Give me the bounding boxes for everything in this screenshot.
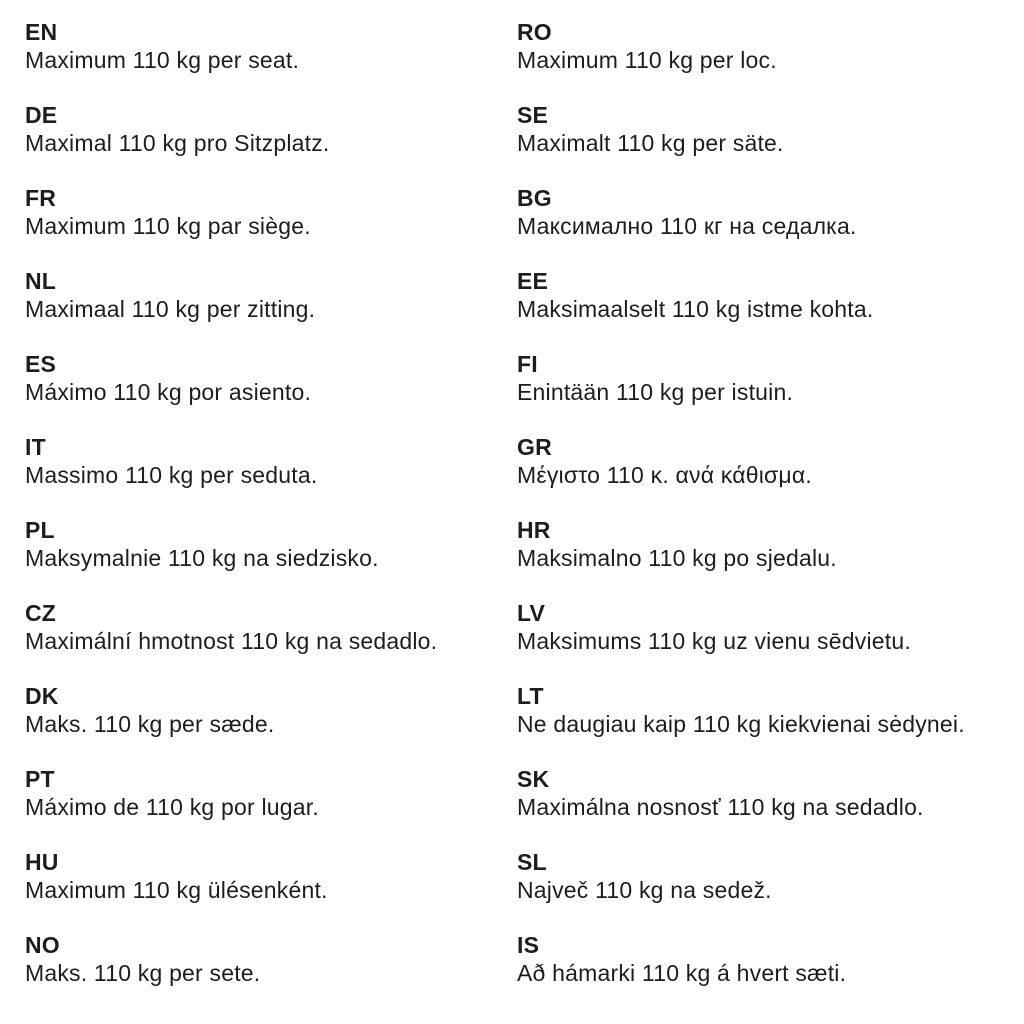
language-code: PT — [25, 766, 55, 792]
language-code: CZ — [25, 600, 57, 626]
language-code: IS — [517, 932, 540, 958]
translation-text: Μέγιστο 110 κ. ανά κάθισμα. — [517, 462, 812, 488]
translation-text: Máximo 110 kg por asiento. — [25, 379, 312, 405]
language-entry-is: IS Að hámarki 110 kg á hvert sæti. — [517, 931, 997, 987]
translation-text: Maksimums 110 kg uz vienu sēdvietu. — [517, 628, 911, 654]
translation-text: Maksymalnie 110 kg na siedzisko. — [25, 545, 379, 571]
language-code: DE — [25, 102, 58, 128]
language-entry-cz: CZ Maximální hmotnost 110 kg na sedadlo. — [25, 599, 505, 655]
language-code: BG — [517, 185, 552, 211]
language-entry-ro: RO Maximum 110 kg per loc. — [517, 18, 997, 74]
language-code: EE — [517, 268, 549, 294]
language-code: NO — [25, 932, 60, 958]
language-entry-sl: SL Največ 110 kg na sedež. — [517, 848, 997, 904]
translation-text: Максимално 110 кг на седалка. — [517, 213, 857, 239]
language-code: FI — [517, 351, 538, 377]
language-entry-no: NO Maks. 110 kg per sete. — [25, 931, 505, 987]
translation-text: Maks. 110 kg per sæde. — [25, 711, 275, 737]
translation-text: Enintään 110 kg per istuin. — [517, 379, 794, 405]
translation-text: Máximo de 110 kg por lugar. — [25, 794, 319, 820]
language-entry-se: SE Maximalt 110 kg per säte. — [517, 101, 997, 157]
language-entry-es: ES Máximo 110 kg por asiento. — [25, 350, 505, 406]
language-entry-gr: GR Μέγιστο 110 κ. ανά κάθισμα. — [517, 433, 997, 489]
language-entry-bg: BG Максимално 110 кг на седалка. — [517, 184, 997, 240]
language-code: FR — [25, 185, 57, 211]
language-entry-lt: LT Ne daugiau kaip 110 kg kiekvienai sėd… — [517, 682, 997, 738]
language-entry-it: IT Massimo 110 kg per seduta. — [25, 433, 505, 489]
language-code: NL — [25, 268, 57, 294]
translation-text: Maximalt 110 kg per säte. — [517, 130, 784, 156]
language-entry-pt: PT Máximo de 110 kg por lugar. — [25, 765, 505, 821]
translation-text: Massimo 110 kg per seduta. — [25, 462, 318, 488]
language-code: IT — [25, 434, 46, 460]
translation-text: Maksimaalselt 110 kg istme kohta. — [517, 296, 874, 322]
translation-text: Maximálna nosnosť 110 kg na sedadlo. — [517, 794, 924, 820]
language-code: HU — [25, 849, 59, 875]
language-column-left: EN Maximum 110 kg per seat. DE Maximal 1… — [25, 18, 505, 1014]
translation-text: Maximum 110 kg per seat. — [25, 47, 300, 73]
language-entry-nl: NL Maximaal 110 kg per zitting. — [25, 267, 505, 323]
language-entry-hr: HR Maksimalno 110 kg po sjedalu. — [517, 516, 997, 572]
language-entry-fi: FI Enintään 110 kg per istuin. — [517, 350, 997, 406]
translation-text: Maks. 110 kg per sete. — [25, 960, 261, 986]
translation-text: Maximum 110 kg ülésenként. — [25, 877, 328, 903]
translation-text: Največ 110 kg na sedež. — [517, 877, 772, 903]
language-entry-de: DE Maximal 110 kg pro Sitzplatz. — [25, 101, 505, 157]
translation-text: Maksimalno 110 kg po sjedalu. — [517, 545, 837, 571]
translation-text: Að hámarki 110 kg á hvert sæti. — [517, 960, 847, 986]
language-code: LV — [517, 600, 546, 626]
translation-text: Maximaal 110 kg per zitting. — [25, 296, 316, 322]
translation-text: Maximum 110 kg par siège. — [25, 213, 311, 239]
language-code: SL — [517, 849, 547, 875]
language-entry-dk: DK Maks. 110 kg per sæde. — [25, 682, 505, 738]
language-code: EN — [25, 19, 58, 45]
translation-text: Maximal 110 kg pro Sitzplatz. — [25, 130, 330, 156]
language-entry-ee: EE Maksimaalselt 110 kg istme kohta. — [517, 267, 997, 323]
language-code: SK — [517, 766, 550, 792]
language-code: HR — [517, 517, 551, 543]
language-entry-en: EN Maximum 110 kg per seat. — [25, 18, 505, 74]
language-code: PL — [25, 517, 55, 543]
translation-text: Maximální hmotnost 110 kg na sedadlo. — [25, 628, 438, 654]
translation-text: Maximum 110 kg per loc. — [517, 47, 777, 73]
language-code: RO — [517, 19, 552, 45]
language-column-right: RO Maximum 110 kg per loc. SE Maximalt 1… — [517, 18, 997, 1014]
language-entry-lv: LV Maksimums 110 kg uz vienu sēdvietu. — [517, 599, 997, 655]
language-code: LT — [517, 683, 544, 709]
language-code: ES — [25, 351, 57, 377]
language-entry-sk: SK Maximálna nosnosť 110 kg na sedadlo. — [517, 765, 997, 821]
language-entry-pl: PL Maksymalnie 110 kg na siedzisko. — [25, 516, 505, 572]
language-code: DK — [25, 683, 59, 709]
language-code: SE — [517, 102, 549, 128]
language-entry-fr: FR Maximum 110 kg par siège. — [25, 184, 505, 240]
language-entry-hu: HU Maximum 110 kg ülésenként. — [25, 848, 505, 904]
translation-text: Ne daugiau kaip 110 kg kiekvienai sėdyne… — [517, 711, 965, 737]
language-code: GR — [517, 434, 552, 460]
